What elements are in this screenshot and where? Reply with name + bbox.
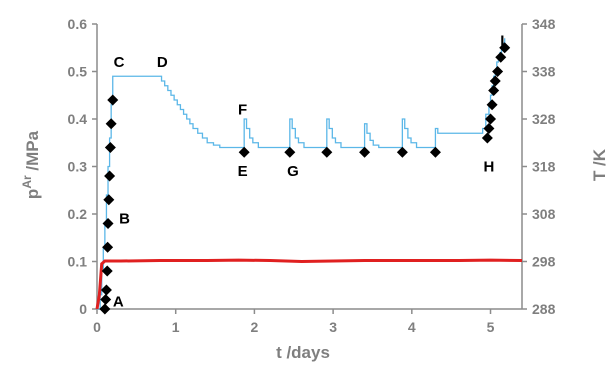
x-tick-label: 1 [172, 319, 180, 335]
x-tick-label: 0 [93, 319, 101, 335]
x-tick-label: 4 [408, 319, 416, 335]
measured-point-marker [359, 146, 371, 158]
x-tick-label: 3 [329, 319, 337, 335]
y-left-tick-label: 0 [79, 301, 87, 317]
x-tick-label: 5 [487, 319, 495, 335]
measured-point-marker [396, 146, 408, 158]
measured-point-marker [284, 146, 296, 158]
measured-point-marker [485, 113, 497, 125]
y-left-tick-label: 0.3 [68, 159, 88, 175]
measured-point-marker [102, 241, 114, 253]
y-left-tick-label: 0.2 [68, 206, 88, 222]
measured-point-marker [495, 51, 507, 63]
measured-point-marker [103, 194, 115, 206]
measured-point-marker [100, 284, 112, 296]
point-label-h: H [484, 158, 495, 175]
point-label-b: B [119, 211, 130, 228]
y-left-tick-label: 0.4 [68, 111, 88, 127]
measured-point-marker [104, 142, 116, 153]
y-left-tick-label: 0.6 [68, 16, 88, 32]
measured-point-marker [105, 118, 117, 130]
y-right-tick-label: 338 [532, 64, 556, 80]
point-label-a: A [113, 294, 124, 311]
y-axis-left-title-main: p [23, 189, 42, 199]
series-layer [95, 38, 523, 310]
y-left-tick-label: 0.1 [68, 254, 88, 270]
marker-layer [99, 42, 511, 315]
measured-point-marker [486, 99, 498, 111]
point-label-g: G [287, 163, 299, 180]
measured-point-marker [499, 42, 511, 54]
y-right-tick-label: 348 [532, 16, 556, 32]
y-left-tick-label: 0.5 [68, 64, 88, 80]
measured-point-marker [107, 94, 119, 106]
label-layer: A B C D E F G H I [113, 32, 505, 310]
point-label-c: C [114, 54, 125, 71]
measured-point-marker [492, 66, 504, 77]
point-label-e: E [238, 163, 248, 180]
measured-point-marker [104, 170, 116, 182]
y-right-tick-label: 308 [532, 206, 556, 222]
x-axis-title: t /days [276, 343, 330, 362]
measured-point-marker [488, 85, 500, 96]
measured-point-marker [102, 218, 114, 229]
y-right-tick-label: 298 [532, 254, 556, 270]
point-label-d: D [157, 54, 168, 71]
point-label-i: I [500, 32, 504, 49]
measured-point-marker [238, 146, 250, 158]
y-right-tick-label: 288 [532, 301, 556, 317]
measured-point-marker [483, 123, 495, 134]
y-right-tick-label: 318 [532, 159, 556, 175]
temperature-series-line [95, 258, 523, 310]
measured-point-marker [321, 146, 333, 158]
y-axis-left-title-sup: Ar [20, 175, 34, 189]
point-label-f: F [238, 101, 247, 118]
measured-point-marker [100, 294, 112, 305]
measured-point-marker [481, 132, 493, 144]
measured-point-marker [429, 146, 441, 158]
measured-point-marker [489, 75, 501, 87]
x-tick-label: 2 [251, 319, 259, 335]
measured-point-marker [99, 303, 111, 315]
y-right-tick-label: 328 [532, 111, 556, 127]
measured-point-marker [101, 265, 113, 277]
axes [92, 23, 527, 314]
y-axis-right-title: T /K [590, 148, 609, 181]
tick-layer: 0 1 2 3 4 5 0 0.1 0.2 0.3 0.4 0.5 0.6 288 298 308 318 328… [68, 16, 556, 335]
pressure-series-line [97, 38, 506, 310]
y-axis-left-title-unit: /MPa [23, 130, 42, 175]
y-axis-left-title: pAr /MPa [20, 130, 42, 199]
